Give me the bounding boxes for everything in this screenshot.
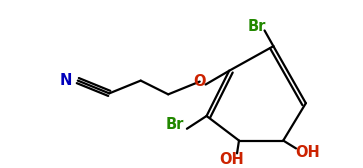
Text: OH: OH <box>219 152 244 167</box>
Text: O: O <box>193 74 206 89</box>
Text: Br: Br <box>166 117 184 132</box>
Text: Br: Br <box>248 19 266 34</box>
Text: OH: OH <box>295 145 320 160</box>
Text: N: N <box>60 73 72 88</box>
